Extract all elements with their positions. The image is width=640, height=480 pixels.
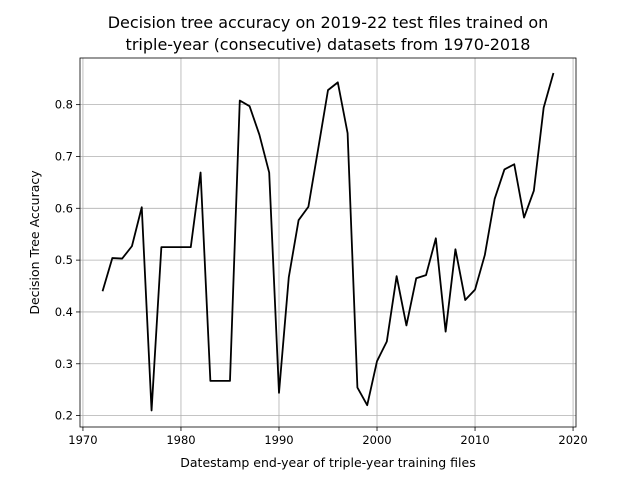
x-tick-label: 2000 — [362, 433, 391, 447]
chart-title-line-2: triple-year (consecutive) datasets from … — [126, 35, 531, 54]
y-tick-label: 0.3 — [55, 357, 73, 371]
x-axis-label: Datestamp end-year of triple-year traini… — [180, 455, 475, 470]
accuracy-series-line — [101, 72, 555, 412]
x-tick-label: 1980 — [166, 433, 195, 447]
y-tick-label: 0.4 — [55, 305, 73, 319]
x-tick-label: 1990 — [264, 433, 293, 447]
x-tick-label: 1970 — [68, 433, 97, 447]
grid-lines — [80, 58, 576, 427]
y-axis-label: Decision Tree Accuracy — [27, 170, 42, 315]
y-tick-label: 0.5 — [55, 253, 73, 267]
y-tick-label: 0.8 — [55, 98, 73, 112]
x-tick-label: 2010 — [460, 433, 489, 447]
chart-title-line-1: Decision tree accuracy on 2019-22 test f… — [108, 13, 549, 32]
plot-frame — [79, 57, 577, 428]
y-tick-label: 0.7 — [55, 149, 73, 163]
y-tick-label: 0.2 — [55, 409, 73, 423]
axis-ticks: 1970 1980 1990 2000 2010 2020 0.2 0.3 0.4 0.5 0.6 0… — [55, 98, 588, 447]
y-tick-label: 0.6 — [55, 201, 73, 215]
x-tick-label: 2020 — [558, 433, 587, 447]
